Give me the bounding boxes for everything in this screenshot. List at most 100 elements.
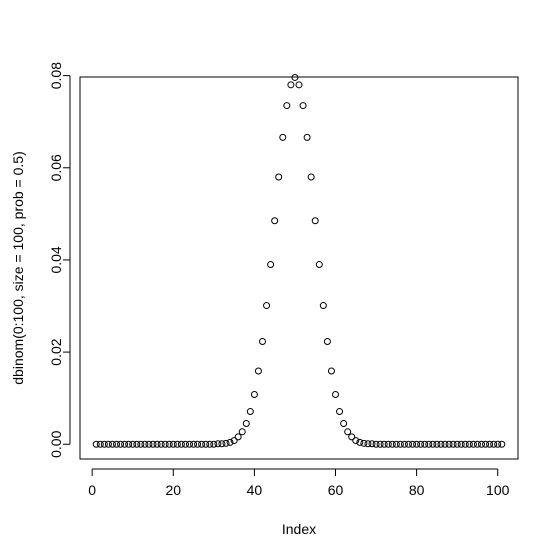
data-point bbox=[149, 440, 157, 448]
y-axis-title: dbinom(0:100, size = 100, prob = 0.5) bbox=[10, 151, 26, 384]
data-point bbox=[246, 408, 254, 416]
data-point bbox=[396, 440, 404, 448]
data-point bbox=[141, 440, 149, 448]
data-point bbox=[417, 440, 425, 448]
data-point bbox=[242, 420, 250, 428]
data-point bbox=[429, 440, 437, 448]
y-tick-label: 0.06 bbox=[48, 154, 64, 181]
data-point bbox=[113, 440, 120, 448]
data-point bbox=[291, 73, 299, 81]
data-point bbox=[323, 338, 331, 345]
data-point bbox=[478, 440, 485, 448]
data-point bbox=[165, 440, 173, 448]
data-point bbox=[311, 217, 319, 225]
data-point bbox=[400, 440, 408, 448]
data-point bbox=[433, 440, 441, 448]
data-point bbox=[445, 440, 453, 448]
data-point bbox=[336, 408, 344, 416]
data-point bbox=[457, 440, 465, 448]
data-point bbox=[283, 102, 291, 110]
data-point bbox=[238, 428, 246, 436]
data-point bbox=[104, 440, 112, 448]
data-points bbox=[92, 73, 506, 448]
x-tick-label: 40 bbox=[247, 482, 263, 498]
data-point bbox=[319, 302, 327, 310]
data-point bbox=[198, 440, 206, 448]
data-point bbox=[267, 261, 275, 269]
data-point bbox=[392, 440, 400, 448]
data-point bbox=[425, 440, 433, 448]
y-tick-label: 0.08 bbox=[48, 62, 64, 89]
data-point bbox=[222, 439, 230, 447]
data-point bbox=[263, 302, 271, 310]
x-tick-label: 20 bbox=[165, 482, 181, 498]
x-tick-label: 100 bbox=[486, 482, 510, 498]
data-point bbox=[177, 440, 185, 448]
data-point bbox=[210, 440, 218, 448]
data-point bbox=[295, 81, 303, 89]
data-point bbox=[259, 338, 266, 345]
data-point bbox=[409, 440, 417, 448]
y-tick-label: 0.04 bbox=[48, 246, 64, 273]
data-point bbox=[360, 439, 368, 447]
data-point bbox=[421, 440, 429, 448]
data-point bbox=[437, 440, 445, 448]
data-point bbox=[469, 440, 477, 448]
data-point bbox=[413, 440, 421, 448]
data-point bbox=[157, 440, 165, 448]
data-point bbox=[388, 440, 396, 448]
x-axis: 0 20 40 60 80 100 bbox=[88, 468, 510, 498]
x-tick-label: 60 bbox=[328, 482, 344, 498]
data-point bbox=[449, 440, 457, 448]
data-point bbox=[190, 440, 198, 448]
data-point bbox=[125, 440, 133, 448]
data-point bbox=[173, 440, 181, 448]
data-point bbox=[275, 173, 283, 181]
data-point bbox=[100, 440, 108, 448]
data-point bbox=[441, 440, 449, 448]
data-point bbox=[453, 440, 461, 448]
data-point bbox=[344, 428, 352, 436]
data-point bbox=[161, 440, 169, 448]
x-axis-title: Index bbox=[282, 521, 316, 537]
data-point bbox=[181, 440, 189, 448]
x-tick-label: 80 bbox=[409, 482, 425, 498]
data-point bbox=[145, 440, 153, 448]
y-axis: 0.00 0.02 0.04 0.06 0.08 bbox=[48, 62, 71, 458]
data-point bbox=[356, 438, 364, 446]
data-point bbox=[234, 433, 242, 441]
data-point bbox=[226, 438, 234, 446]
data-point bbox=[153, 440, 161, 448]
data-point bbox=[108, 440, 116, 448]
data-point bbox=[299, 102, 307, 110]
y-tick-label: 0.02 bbox=[48, 338, 64, 365]
data-point bbox=[340, 420, 348, 428]
data-point bbox=[271, 217, 279, 225]
plot-frame bbox=[79, 76, 519, 460]
data-point bbox=[214, 440, 222, 448]
data-point bbox=[96, 440, 104, 448]
data-point bbox=[129, 440, 137, 448]
data-point bbox=[194, 440, 202, 448]
data-point bbox=[117, 440, 125, 448]
data-point bbox=[473, 440, 481, 448]
data-point bbox=[364, 440, 372, 448]
data-point bbox=[332, 390, 339, 398]
data-point bbox=[368, 440, 376, 448]
data-point bbox=[133, 440, 141, 448]
data-point bbox=[465, 440, 473, 448]
data-point bbox=[376, 440, 384, 448]
data-point bbox=[137, 440, 145, 448]
data-point bbox=[327, 367, 335, 375]
data-point bbox=[380, 440, 388, 448]
data-point bbox=[169, 440, 177, 448]
data-point bbox=[498, 440, 506, 448]
data-point bbox=[372, 440, 380, 448]
data-point bbox=[352, 437, 360, 445]
data-point bbox=[287, 81, 295, 89]
data-point bbox=[461, 440, 469, 448]
data-point bbox=[186, 440, 193, 448]
y-tick-label: 0.00 bbox=[48, 430, 64, 457]
data-point bbox=[315, 261, 323, 269]
